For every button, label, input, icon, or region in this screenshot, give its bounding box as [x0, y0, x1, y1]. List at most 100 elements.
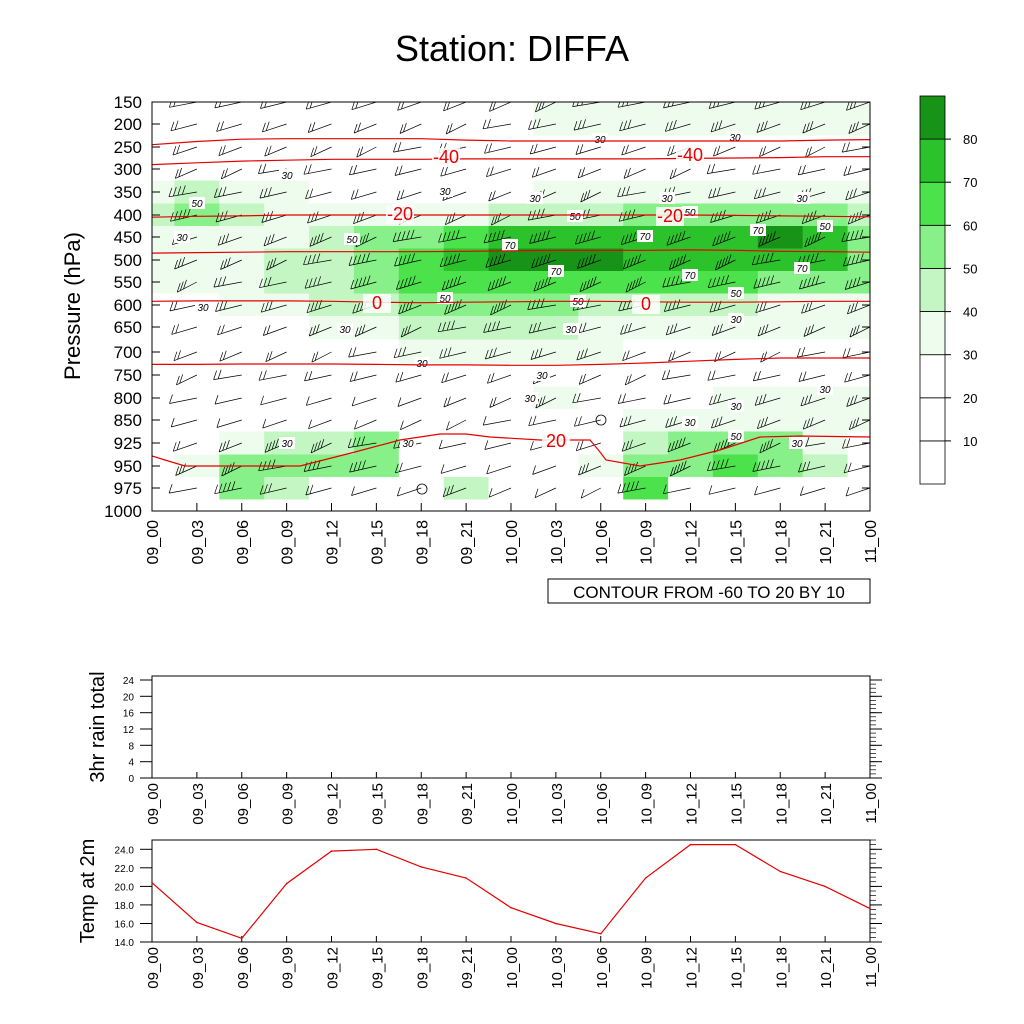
time-tick-label: 09_03	[190, 947, 207, 989]
wind-barb	[311, 351, 332, 363]
wind-barb	[394, 462, 422, 474]
wind-barb	[265, 351, 287, 363]
speed-label-box	[789, 437, 805, 449]
wind-barb	[755, 210, 781, 224]
wind-barb	[168, 483, 197, 494]
wind-barb	[847, 301, 870, 315]
contour-info-text: CONTOUR FROM -60 TO 20 BY 10	[573, 583, 845, 602]
wind-barb	[798, 461, 826, 473]
speed-cell	[152, 477, 175, 501]
temp-point	[196, 921, 198, 924]
wind-barb	[529, 230, 556, 244]
wind-barb	[399, 122, 422, 134]
wind-barb	[354, 324, 377, 337]
wind-barb	[308, 323, 332, 337]
speed-cell	[712, 158, 759, 182]
wind-barb	[573, 119, 601, 131]
speed-cell	[488, 271, 535, 295]
wind-barb	[752, 458, 781, 472]
speed-cell	[264, 135, 310, 159]
wind-barb	[310, 146, 332, 158]
time-tick-label: 10_09	[639, 783, 656, 825]
speed-cell	[847, 135, 870, 159]
wind-barb	[445, 123, 467, 135]
speed-cell	[152, 386, 175, 410]
speed-cell	[488, 409, 535, 433]
speed-label-box	[682, 416, 698, 428]
wind-barb	[803, 324, 826, 337]
speed-cell	[443, 271, 490, 295]
rain-tick-label: 20	[123, 692, 135, 703]
temp-label-text: 0	[641, 294, 651, 314]
wind-barb	[306, 299, 332, 314]
wind-barb	[800, 102, 826, 111]
speed-label-text: 70	[684, 271, 696, 282]
speed-label-text: 30	[281, 171, 293, 182]
speed-label: 30	[728, 400, 744, 413]
pressure-tick-label: 975	[114, 479, 142, 498]
speed-label-text: 50	[684, 208, 696, 219]
speed-cell	[443, 454, 490, 478]
wind-barb	[169, 394, 197, 404]
speed-cell	[264, 477, 310, 501]
temp-point	[734, 843, 737, 846]
speed-label-box	[279, 169, 295, 181]
speed-label: 70	[548, 265, 564, 278]
speed-label: 50	[189, 197, 205, 210]
speed-cell	[847, 363, 870, 388]
temp-label-box	[632, 295, 660, 314]
wind-barb	[263, 233, 287, 247]
wind-barb	[305, 102, 332, 110]
wind-barb	[258, 370, 287, 381]
speed-label: 30	[279, 169, 295, 182]
wind-barb	[304, 276, 332, 289]
time-tick-label: 10_09	[639, 520, 656, 565]
speed-cell	[623, 477, 669, 501]
speed-label-box	[682, 269, 698, 281]
speed-cell	[353, 477, 400, 501]
speed-label: 70	[502, 239, 518, 252]
contour-info-box: CONTOUR FROM -60 TO 20 BY 10	[547, 578, 871, 604]
speed-cell	[152, 135, 175, 159]
wind-barb	[711, 323, 736, 336]
wind-barb	[348, 347, 377, 358]
temp-time-axis: 09_00 09_03 09_06 09_09 09_12 09_15 09_18 09_21…	[145, 936, 880, 989]
wind-barb	[622, 254, 646, 270]
wind-barb	[260, 300, 287, 313]
speed-cell	[174, 316, 220, 341]
temp-point	[241, 937, 243, 940]
speed-cell	[152, 248, 175, 272]
speed-cell	[443, 248, 490, 272]
speed-cell	[488, 454, 535, 478]
speed-cell	[443, 226, 490, 250]
wind-barb	[617, 102, 646, 108]
wind-barb	[349, 460, 377, 473]
speed-label-text: 50	[572, 297, 584, 308]
speed-label: 70	[637, 230, 653, 243]
wind-barb	[805, 146, 826, 158]
speed-cell	[152, 226, 175, 250]
speed-cell	[802, 363, 849, 388]
speed-label: 30	[522, 392, 538, 405]
wind-barb	[667, 437, 691, 453]
temp-point	[600, 932, 602, 935]
speed-cell	[353, 409, 400, 433]
speed-label-text: 30	[684, 418, 696, 429]
speed-label-text: 50	[730, 432, 742, 443]
speed-cell	[219, 339, 265, 365]
speed-label: 30	[414, 357, 430, 370]
time-tick-label: 10_15	[728, 520, 745, 565]
wind-barb	[714, 254, 736, 271]
colorbar-label: 30	[963, 348, 977, 363]
pressure-tick-label: 650	[114, 318, 142, 337]
wind-barb	[353, 211, 377, 225]
wind-barb	[219, 350, 242, 362]
wind-barb	[578, 373, 601, 385]
speed-cell	[353, 113, 400, 137]
speed-label-text: 30	[661, 194, 673, 205]
wind-barb	[530, 347, 557, 360]
colorbar-swatch	[919, 267, 946, 312]
colorbar-swatch	[919, 95, 946, 140]
speed-label-box	[728, 287, 744, 299]
